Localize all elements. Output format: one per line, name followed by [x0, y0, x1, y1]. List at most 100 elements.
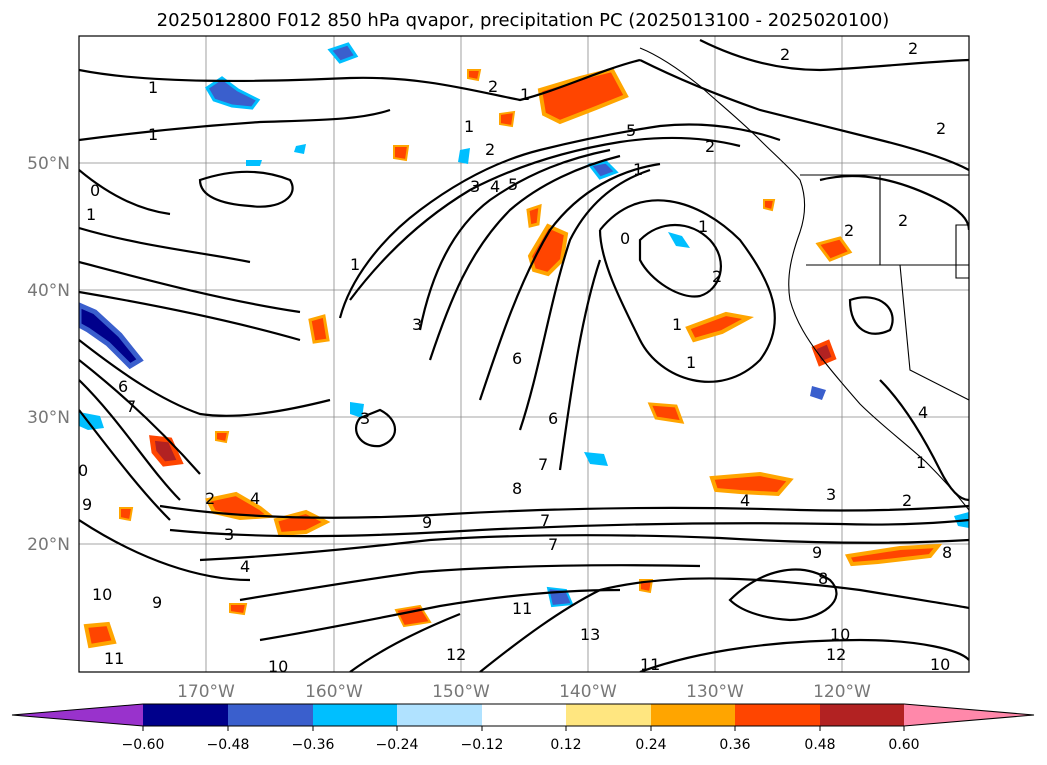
- colorbar-tick-label: 0.12: [550, 737, 581, 753]
- contour-line: [598, 199, 776, 383]
- contour-label: 1: [148, 78, 158, 97]
- contour-label: 13: [580, 625, 600, 644]
- neg-blob-central-1: [668, 232, 690, 248]
- contour-line: [699, 39, 969, 72]
- contour-line: [518, 168, 651, 431]
- colorbar-bin: [482, 704, 566, 726]
- contour-label: 1: [633, 160, 643, 179]
- neg-blob-small-2: [294, 144, 306, 154]
- contour-label: 9: [422, 513, 432, 532]
- contour-label: 4: [250, 489, 260, 508]
- lon-tick-label: 130°W: [686, 682, 744, 702]
- contour-label: 0: [620, 229, 630, 248]
- neg-blob-small-1: [458, 148, 470, 164]
- contour-label: 1: [520, 85, 530, 104]
- contour-line: [639, 638, 969, 672]
- contour-label: 2: [908, 39, 918, 58]
- contour-label: 3: [470, 177, 480, 196]
- contour-line: [159, 504, 969, 519]
- contour-label: 5: [508, 175, 518, 194]
- contour-line: [79, 260, 301, 314]
- contour-label: 7: [548, 535, 558, 554]
- neg-blob-south-2: [350, 402, 364, 418]
- contour-label: 1: [350, 255, 360, 274]
- contour-label: 12: [826, 645, 846, 664]
- colorbar-bin: [735, 704, 820, 726]
- contour-label: 12: [446, 645, 466, 664]
- lon-tick-label: 140°W: [559, 682, 617, 702]
- border-path: [955, 224, 969, 279]
- contour-label: 11: [512, 599, 532, 618]
- contour-label: 11: [640, 655, 660, 674]
- contour-line: [79, 519, 251, 582]
- colorbar-tick-label: 0.60: [888, 737, 919, 753]
- contour-label: 2: [844, 221, 854, 240]
- colorbar-tick-label: 0.24: [635, 737, 666, 753]
- lat-tick-label: 40°N: [27, 281, 70, 301]
- pos-blob-small-3: [119, 507, 134, 522]
- contour-line: [418, 148, 611, 331]
- contour-line: [239, 564, 701, 602]
- coastlines: [639, 47, 969, 511]
- colorbar-extend-left: [12, 704, 143, 726]
- contour-label: 2: [488, 77, 498, 96]
- contour-label: 8: [818, 569, 828, 588]
- contour-label: 6: [512, 349, 522, 368]
- contour-line: [349, 612, 461, 672]
- pos-blob-gulf-alaska: [537, 67, 629, 125]
- plot-frame: [78, 35, 970, 673]
- neg-blob-small-3: [246, 160, 262, 166]
- contour-label: 5: [626, 121, 636, 140]
- pos-blob-small-4: [763, 199, 776, 212]
- contour-label: 2: [898, 211, 908, 230]
- contour-line: [338, 123, 781, 319]
- colorbar-tick-label: 0.48: [804, 737, 835, 753]
- colorbar-bin: [820, 704, 904, 726]
- contour-label: 10: [830, 625, 850, 644]
- lat-tick-label: 20°N: [27, 535, 70, 555]
- contour-label: 1: [686, 353, 696, 372]
- pos-blob-oregon: [815, 236, 853, 262]
- colorbar-bin: [397, 704, 482, 726]
- qvapor-contours: [79, 39, 969, 672]
- contour-label: 6: [548, 409, 558, 428]
- contour-label: 7: [126, 397, 136, 416]
- lat-tick-label: 50°N: [27, 154, 70, 174]
- contour-label: 1: [916, 453, 926, 472]
- contour-line: [79, 339, 331, 417]
- contour-labels: 1 1 0 1 2 1 1 2 3 4 5 5 2 1 1 3 0 1 2 1 …: [79, 39, 952, 674]
- neg-blob-central-2: [584, 452, 608, 466]
- contour-label: 4: [918, 403, 928, 422]
- lat-tick-label: 30°N: [27, 408, 70, 428]
- contour-label: 3: [412, 315, 422, 334]
- contour-label: 1: [698, 217, 708, 236]
- colorbar-bin: [313, 704, 397, 726]
- contour-line: [728, 568, 838, 622]
- contour-line: [79, 226, 251, 264]
- colorbar-tick-label: 0.36: [719, 737, 750, 753]
- colorbar-bin: [566, 704, 651, 726]
- contour-line: [199, 534, 969, 562]
- contour-line: [79, 58, 641, 102]
- neg-blob-central-3: [810, 386, 826, 400]
- neg-blob-west-edge: [79, 302, 144, 370]
- contour-line: [848, 296, 894, 335]
- contour-label: 9: [152, 593, 162, 612]
- pos-blob-mid-1: [685, 311, 754, 343]
- pos-blob-small-2: [215, 431, 230, 444]
- contour-label: 3: [360, 409, 370, 428]
- contour-line: [479, 577, 969, 672]
- contour-label: 1: [464, 117, 474, 136]
- contour-line: [558, 259, 602, 471]
- contour-label: 2: [205, 489, 215, 508]
- lon-tick-label: 170°W: [177, 682, 235, 702]
- colorbar: −0.60 −0.48 −0.36 −0.24 −0.12 0.12 0.24 …: [11, 703, 1035, 753]
- pos-blob-ne-2: [526, 203, 542, 228]
- contour-label: 6: [118, 377, 128, 396]
- pos-blob-small-1: [393, 145, 410, 162]
- pos-blob-southwest: [83, 621, 117, 649]
- lon-tick-label: 160°W: [305, 682, 363, 702]
- neg-blob-northwest: [327, 42, 359, 64]
- contour-label: 9: [82, 495, 92, 514]
